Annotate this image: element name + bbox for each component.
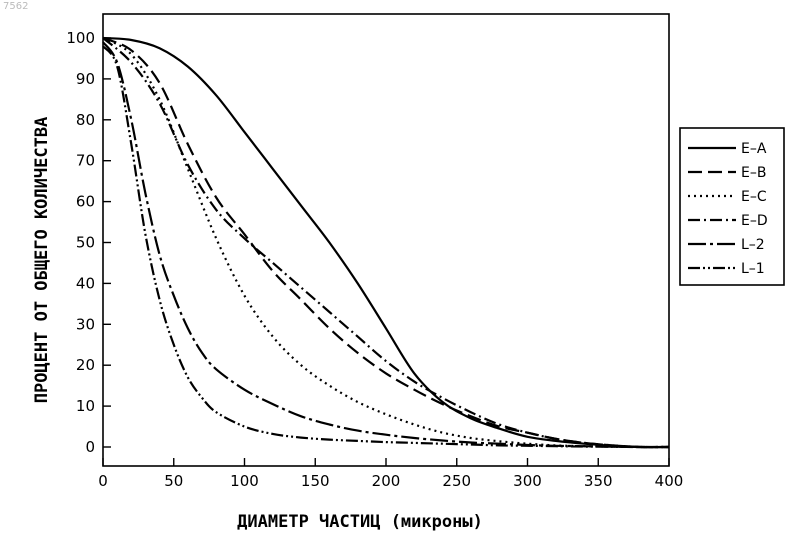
legend-label-5: L–2 <box>741 237 765 253</box>
plot-frame <box>103 14 669 466</box>
x-tick-label: 250 <box>442 472 471 490</box>
series-line-2 <box>103 38 669 447</box>
x-tick-label: 350 <box>584 472 613 490</box>
x-tick-label: 200 <box>372 472 401 490</box>
x-tick-label: 100 <box>230 472 259 490</box>
y-tick-label: 20 <box>76 356 95 374</box>
y-tick-label: 100 <box>66 29 95 47</box>
legend: E–A E–B E–C E–D L–2 L–1 <box>680 128 784 285</box>
x-tick-label: 50 <box>164 472 183 490</box>
series-line-3 <box>103 38 669 447</box>
series-line-4 <box>103 38 669 447</box>
x-axis-title: ДИАМЕТР ЧАСТИЦ (микроны) <box>237 512 483 532</box>
x-tick-label: 400 <box>655 472 684 490</box>
y-tick-label: 80 <box>76 111 95 129</box>
legend-label-3: E–C <box>741 189 767 205</box>
y-tick-label: 90 <box>76 70 95 88</box>
legend-label-1: E–A <box>741 141 767 157</box>
x-tick-label: 300 <box>513 472 542 490</box>
series-line-1 <box>103 38 669 447</box>
y-tick-label: 40 <box>76 274 95 292</box>
y-tick-label: 30 <box>76 315 95 333</box>
legend-label-4: E–D <box>741 213 768 229</box>
x-tick-label: 0 <box>98 472 108 490</box>
x-tick-label: 150 <box>301 472 330 490</box>
figure-id: 7562 <box>3 1 28 12</box>
plot-layer <box>103 38 669 447</box>
y-tick-label: 0 <box>85 438 95 456</box>
y-tick-label: 10 <box>76 397 95 415</box>
legend-label-2: E–B <box>741 165 766 181</box>
y-tick-label: 50 <box>76 234 95 252</box>
y-tick-label: 60 <box>76 193 95 211</box>
series-line-6 <box>103 46 669 447</box>
legend-label-6: L–1 <box>741 261 765 277</box>
y-tick-label: 70 <box>76 152 95 170</box>
series-line-5 <box>103 42 669 447</box>
y-axis-title: ПРОЦЕНТ ОТ ОБЩЕГО КОЛИЧЕСТВА <box>32 117 52 404</box>
legend-box <box>680 128 784 285</box>
